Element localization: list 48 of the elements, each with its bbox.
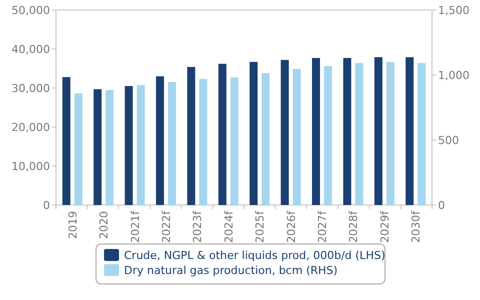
bar: [386, 62, 394, 205]
bar: [230, 77, 238, 205]
bar: [406, 57, 414, 205]
bar: [355, 63, 364, 205]
y2-tick-label: 500: [438, 134, 459, 147]
bar: [262, 73, 270, 205]
bar: [124, 86, 133, 205]
y-tick-label: 10,000: [12, 160, 50, 173]
bar: [62, 77, 70, 205]
bar: [74, 93, 82, 205]
bar: [199, 78, 208, 205]
x-tick-label: 2023f: [191, 210, 204, 243]
bar: [250, 62, 258, 205]
x-tick-label: 2026f: [284, 210, 298, 243]
x-tick-label: 2021f: [128, 210, 142, 243]
bar: [106, 90, 114, 205]
bar: [156, 76, 164, 205]
bar: [218, 64, 226, 205]
y-tick-label: 50,000: [12, 4, 50, 17]
bar: [168, 82, 176, 205]
x-tick-label: 2024f: [222, 210, 236, 243]
x-tick-label: 2019: [66, 211, 80, 239]
y2-tick-label: 1,000: [438, 68, 470, 82]
bar: [292, 69, 301, 205]
x-tick-label: 2028f: [347, 210, 360, 243]
bar: [94, 89, 102, 205]
y-tick-label: 0: [43, 198, 50, 212]
y-tick-label: 30,000: [12, 82, 50, 95]
y2-tick-label: 1,500: [438, 4, 470, 17]
x-tick-label: 2029f: [378, 210, 392, 243]
legend-label: Dry natural gas production, bcm (RHS): [124, 264, 338, 277]
legend-label: Crude, NGPL & other liquids prod, 000b/d (LHS): [124, 248, 386, 262]
x-tick-label: 2020: [98, 211, 111, 239]
bar: [312, 58, 320, 205]
y-tick-label: 20,000: [12, 120, 50, 134]
y-tick-label: 40,000: [12, 42, 50, 56]
x-tick-label: 2025f: [254, 210, 267, 243]
bar: [136, 85, 145, 205]
bar: [187, 66, 196, 205]
x-tick-label: 2027f: [316, 210, 330, 243]
y2-tick-label: 0: [438, 198, 445, 212]
bar: [374, 57, 382, 205]
bar: [343, 58, 352, 205]
bar: [418, 63, 426, 205]
x-tick-label: 2030f: [410, 210, 423, 243]
bar: [280, 60, 289, 205]
bar: [324, 66, 332, 205]
x-tick-label: 2022f: [160, 210, 173, 243]
